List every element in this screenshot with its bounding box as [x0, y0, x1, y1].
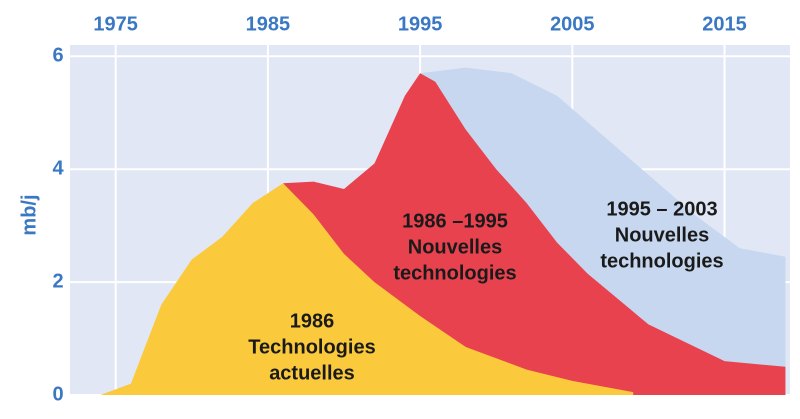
x-tick-label: 2005 — [550, 13, 595, 35]
series-label: 1986 — [290, 310, 335, 332]
series-label: actuelles — [269, 362, 355, 384]
y-tick-label: 2 — [52, 270, 63, 292]
x-tick-label: 1985 — [246, 13, 291, 35]
x-tick-label: 2015 — [702, 13, 747, 35]
series-label: 1986 –1995 — [402, 210, 508, 232]
area — [100, 183, 634, 395]
x-tick-label: 1995 — [398, 13, 443, 35]
y-tick-label: 0 — [52, 383, 63, 405]
series-label: 1995 – 2003 — [606, 198, 717, 220]
x-tick-label: 1975 — [93, 13, 138, 35]
series-label: Nouvelles — [408, 236, 502, 258]
series-label: Nouvelles — [615, 224, 709, 246]
series-label: technologies — [600, 250, 723, 272]
y-tick-label: 4 — [52, 157, 64, 179]
series-label: Technologies — [248, 336, 375, 358]
y-tick-label: 6 — [52, 45, 63, 67]
series-label: technologies — [393, 262, 516, 284]
y-axis-label: mb/j — [18, 194, 40, 235]
